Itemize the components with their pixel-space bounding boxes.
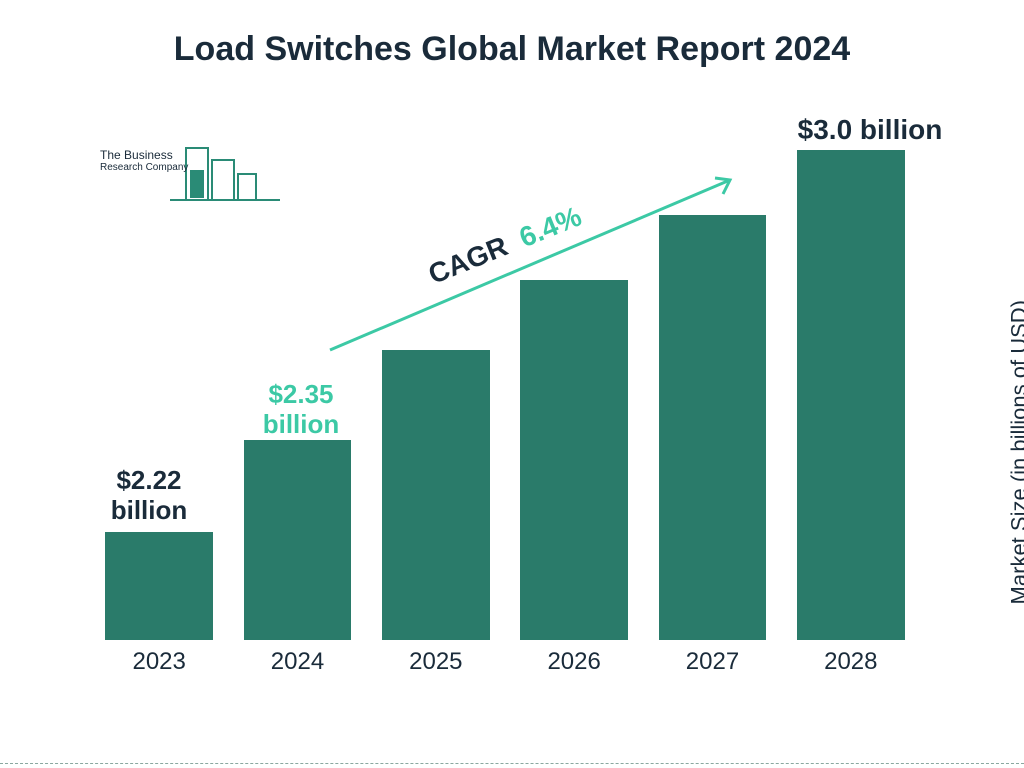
value-2024-amount: $2.35 [268,379,333,409]
value-2023-amount: $2.22 [116,465,181,495]
x-label-2027: 2027 [643,648,781,676]
x-label-2023: 2023 [90,648,228,676]
x-label-2028: 2028 [782,648,920,676]
bar-2025 [382,350,490,640]
x-label-2026: 2026 [505,648,643,676]
value-label-2024: $2.35 billion [236,380,366,440]
chart-title: Load Switches Global Market Report 2024 [0,30,1024,69]
value-2023-unit: billion [111,495,188,525]
value-2024-unit: billion [263,409,340,439]
value-label-2023: $2.22 billion [84,466,214,526]
value-label-2028: $3.0 billion [780,114,960,146]
cagr-annotation: CAGR 6.4% [310,160,770,380]
y-axis-label: Market Size (in billions of USD) [1006,300,1024,604]
x-label-2024: 2024 [228,648,366,676]
bar-wrap-2023: 2023 [90,120,228,640]
bar-wrap-2028: 2028 [782,120,920,640]
bottom-divider [0,763,1024,764]
bar-2023 [105,532,213,640]
x-label-2025: 2025 [367,648,505,676]
bar-2024 [244,440,352,640]
bar-2028 [797,150,905,640]
